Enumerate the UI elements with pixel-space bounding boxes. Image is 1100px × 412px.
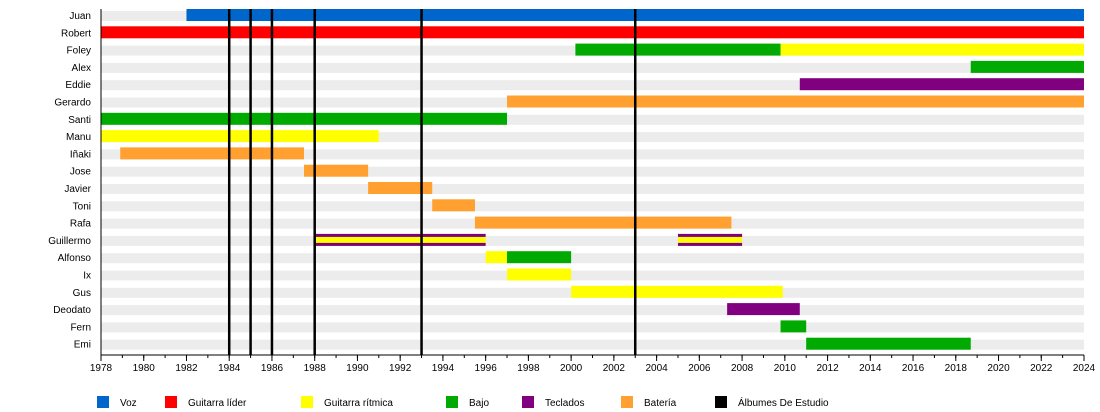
x-tick-label: 2016 <box>902 363 925 374</box>
x-tick-label: 1978 <box>90 363 113 374</box>
member-bar <box>571 285 783 298</box>
row-background <box>101 235 1084 246</box>
x-tick-label: 2022 <box>1030 363 1053 374</box>
member-bar-secondary <box>314 242 486 246</box>
row-background <box>101 270 1084 281</box>
member-label: Alfonso <box>58 253 92 264</box>
member-label: Santi <box>68 115 91 126</box>
x-tick-label: 2010 <box>774 363 797 374</box>
member-bar <box>806 337 971 350</box>
member-label: Robert <box>61 28 91 39</box>
x-tick-label: 1988 <box>304 363 327 374</box>
legend-swatch <box>97 396 109 408</box>
member-bar <box>780 43 1084 56</box>
x-tick-label: 1984 <box>218 363 241 374</box>
x-tick-label: 1996 <box>475 363 498 374</box>
member-label: Juan <box>69 11 91 22</box>
member-bar <box>101 112 508 125</box>
member-label: Jose <box>70 167 92 178</box>
member-label: Foley <box>67 46 91 57</box>
member-bar-secondary <box>677 242 743 246</box>
legend-swatch <box>715 396 727 408</box>
legend-label: Voz <box>120 398 137 409</box>
x-tick-label: 2008 <box>731 363 754 374</box>
legend-swatch <box>165 396 177 408</box>
row-background <box>101 322 1084 333</box>
member-bar <box>507 268 572 281</box>
member-bar <box>575 43 781 56</box>
row-background <box>101 149 1084 160</box>
row-background <box>101 166 1084 177</box>
x-tick-label: 2020 <box>987 363 1010 374</box>
member-label: Eddie <box>65 80 91 91</box>
member-bar <box>507 95 1084 108</box>
x-tick-label: 2024 <box>1073 363 1096 374</box>
row-background <box>101 184 1084 194</box>
member-bar <box>304 164 369 177</box>
row-background <box>101 132 1084 143</box>
member-bar <box>799 78 1084 91</box>
x-tick-label: 2006 <box>688 363 711 374</box>
member-label: Guillermo <box>48 236 91 247</box>
legend-label: Bajo <box>469 398 489 409</box>
x-tick-label: 1998 <box>517 363 540 374</box>
x-tick-label: 1982 <box>175 363 198 374</box>
member-label: Deodato <box>53 305 91 316</box>
row-background <box>101 201 1084 212</box>
row-background <box>101 62 1084 73</box>
row-background <box>101 305 1084 316</box>
member-bar-secondary <box>677 233 743 237</box>
member-bar <box>485 251 508 264</box>
member-bar <box>101 130 379 143</box>
member-bar <box>727 303 800 316</box>
row-background <box>101 339 1084 350</box>
member-label: Manu <box>66 132 91 143</box>
legend-label: Guitarra rítmica <box>324 398 393 409</box>
member-label: Rafa <box>70 219 92 230</box>
x-tick-label: 1980 <box>133 363 156 374</box>
legend-swatch <box>301 396 313 408</box>
member-bar <box>101 26 1084 39</box>
member-label: Javier <box>64 184 91 195</box>
row-background <box>101 80 1084 91</box>
member-bar <box>120 147 305 160</box>
member-label: Fern <box>70 322 91 333</box>
x-tick-label: 2004 <box>645 363 668 374</box>
x-tick-label: 2002 <box>603 363 626 374</box>
legend-label: Álbumes De Estudio <box>738 396 829 409</box>
member-bar-secondary <box>314 233 486 237</box>
x-tick-label: 2012 <box>816 363 839 374</box>
x-tick-label: 1986 <box>261 363 284 374</box>
member-bar <box>474 216 732 229</box>
x-tick-label: 1994 <box>432 363 455 374</box>
member-label: Ix <box>83 271 91 282</box>
row-background <box>101 253 1084 264</box>
legend-label: Batería <box>644 398 677 409</box>
member-label: Iñaki <box>70 149 91 160</box>
member-label: Emi <box>74 340 91 351</box>
member-bar <box>432 199 475 212</box>
member-bar <box>507 251 572 264</box>
x-tick-label: 2018 <box>945 363 968 374</box>
x-tick-label: 2014 <box>859 363 882 374</box>
x-tick-label: 1990 <box>346 363 369 374</box>
legend-label: Teclados <box>545 398 584 409</box>
member-label: Gus <box>73 288 91 299</box>
member-label: Alex <box>72 63 91 74</box>
member-label: Gerardo <box>54 98 91 109</box>
member-label: Toni <box>73 201 91 212</box>
legend-swatch <box>446 396 458 408</box>
row-background <box>101 114 1084 125</box>
legend-label: Guitarra líder <box>188 398 247 409</box>
x-tick-label: 1992 <box>389 363 412 374</box>
member-bar <box>970 60 1084 73</box>
x-tick-label: 2000 <box>560 363 583 374</box>
legend-swatch <box>522 396 534 408</box>
legend-swatch <box>621 396 633 408</box>
member-bar <box>368 182 433 194</box>
member-bar <box>780 320 807 333</box>
